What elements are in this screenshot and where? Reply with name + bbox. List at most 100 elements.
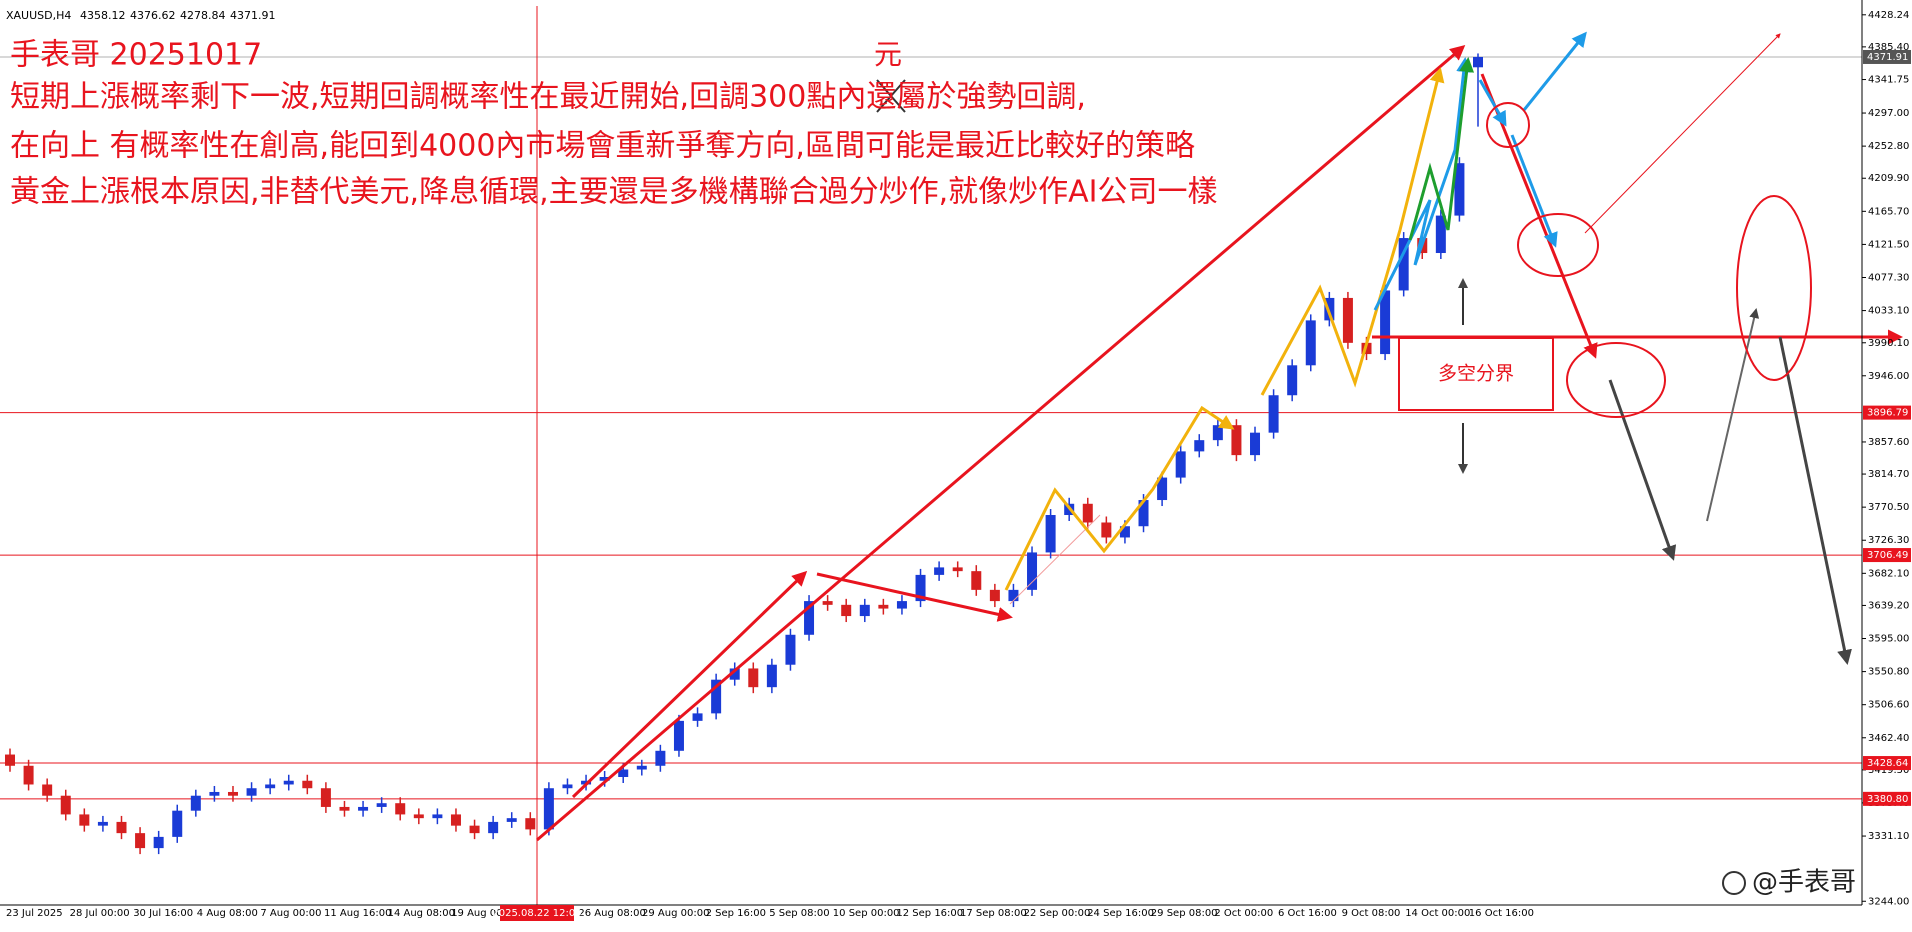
candle-body [952, 567, 963, 572]
author-date: 手表哥 20251017 [10, 38, 262, 73]
candle-body [172, 810, 183, 837]
candle-body [766, 664, 777, 688]
price-lines [0, 56, 1862, 800]
cross-mark [876, 79, 906, 113]
time-label: 24 Sep 16:00 [1087, 908, 1154, 919]
path-arrow [1522, 31, 1587, 111]
y-tick-label: 4252.80 [1868, 141, 1909, 152]
candle-body [432, 814, 443, 819]
circle-mark [1517, 213, 1599, 277]
y-tick-label: 4341.75 [1868, 75, 1909, 86]
candle-body [711, 679, 722, 714]
trend-arrow [571, 570, 808, 799]
crosshair-label-bg [500, 905, 574, 921]
candle-body [1194, 440, 1205, 452]
candle-body [618, 769, 629, 777]
time-label: 30 Jul 16:00 [133, 908, 193, 919]
time-label: 14 Oct 00:00 [1405, 908, 1470, 919]
candle-body [1138, 500, 1149, 527]
time-label: 10 Sep 00:00 [833, 908, 900, 919]
time-label: 2 Sep 16:00 [706, 908, 766, 919]
y-tick-label: 3857.60 [1868, 437, 1909, 448]
path-arrow [1706, 308, 1760, 522]
candle-body [543, 788, 554, 830]
watermark: @手表哥 [1752, 868, 1856, 898]
path-arrow [1778, 336, 1852, 665]
y-tick-label: 3550.80 [1868, 667, 1909, 678]
candle-body [915, 574, 926, 602]
candle-body [971, 571, 982, 590]
y-tick-label: 4209.90 [1868, 173, 1909, 184]
y-tick-label: 3770.50 [1868, 502, 1909, 513]
zigzag [1408, 57, 1475, 241]
time-label: 28 Jul 00:00 [70, 908, 130, 919]
time-label: 7 Aug 00:00 [260, 908, 321, 919]
candle-body [246, 788, 257, 796]
candle-body [283, 780, 294, 785]
candle-body [42, 784, 53, 796]
current-price-label: 4371.91 [1867, 52, 1908, 63]
y-tick-label: 3419.50 [1868, 765, 1909, 776]
candle-body [1008, 589, 1019, 602]
header-value: 4371.91 [230, 9, 276, 22]
time-label: 29 Sep 08:00 [1151, 908, 1218, 919]
time-label: 6 Oct 16:00 [1278, 908, 1337, 919]
candle-body [5, 754, 15, 766]
candle-body [153, 836, 164, 849]
time-label: 12 Sep 16:00 [896, 908, 963, 919]
candle-body [23, 765, 34, 785]
y-tick-label: 3506.60 [1868, 700, 1909, 711]
time-label: 11 Aug 16:00 [324, 908, 391, 919]
candle-body [1082, 503, 1093, 523]
time-label: 5 Sep 08:00 [769, 908, 829, 919]
candle-body [97, 821, 108, 826]
header-value: 4358.12 [80, 9, 126, 22]
candle-body [358, 806, 369, 811]
candle-body [1175, 451, 1186, 478]
candle-body [1454, 163, 1465, 216]
y-tick-label: 3639.20 [1868, 600, 1909, 611]
header-value: 4278.84 [180, 9, 226, 22]
y-tick-label: 4385.40 [1868, 42, 1909, 53]
candle-body [1119, 526, 1130, 538]
price-line-tag [1863, 405, 1911, 420]
candle-body [116, 821, 127, 834]
candle-body [1342, 297, 1353, 343]
candle-body [60, 795, 71, 815]
candle-body [135, 833, 146, 849]
candle-body [413, 814, 424, 819]
y-tick-label: 4121.50 [1868, 239, 1909, 250]
header-value: 4376.62 [130, 9, 176, 22]
circle-mark [1486, 102, 1530, 148]
candle-body [1398, 238, 1409, 291]
price-line-tag [1863, 791, 1911, 806]
time-label: 26 Aug 08:00 [578, 908, 645, 919]
path-arrow [1510, 134, 1558, 248]
drawings [536, 31, 1903, 842]
zone-box [1398, 337, 1554, 411]
candle-body [1027, 552, 1038, 590]
candle-body [1268, 395, 1279, 433]
price-line-label: 3706.49 [1867, 550, 1908, 561]
circle-mark [1736, 195, 1812, 381]
y-tick-label: 3814.70 [1868, 469, 1909, 480]
candle-body [989, 589, 1000, 602]
candle-body [376, 803, 387, 807]
candle-body [636, 765, 647, 770]
time-label: 14 Aug 08:00 [388, 908, 455, 919]
candle-body [878, 604, 889, 609]
candle-body [488, 821, 499, 834]
note-line: 短期上漲概率剩下一波,短期回調概率性在最近開始,回調300點內還屬於強勢回調, [10, 80, 1086, 115]
axis-labels: 4428.24 4385.40 4341.75 4297.00 4252.80 4209.… [6, 10, 1911, 919]
time-label: 22 Sep 00:00 [1024, 908, 1091, 919]
price-line-label: 3896.79 [1867, 408, 1908, 419]
candle-body [506, 818, 517, 822]
price-line-tag [1863, 548, 1911, 563]
zigzag [1260, 67, 1445, 396]
time-label: 29 Aug 00:00 [642, 908, 709, 919]
trend-arrow [536, 45, 1466, 842]
candle-body [79, 814, 90, 826]
y-tick-label: 3244.00 [1868, 896, 1909, 907]
time-label: 23 Jul 2025 [6, 908, 63, 919]
